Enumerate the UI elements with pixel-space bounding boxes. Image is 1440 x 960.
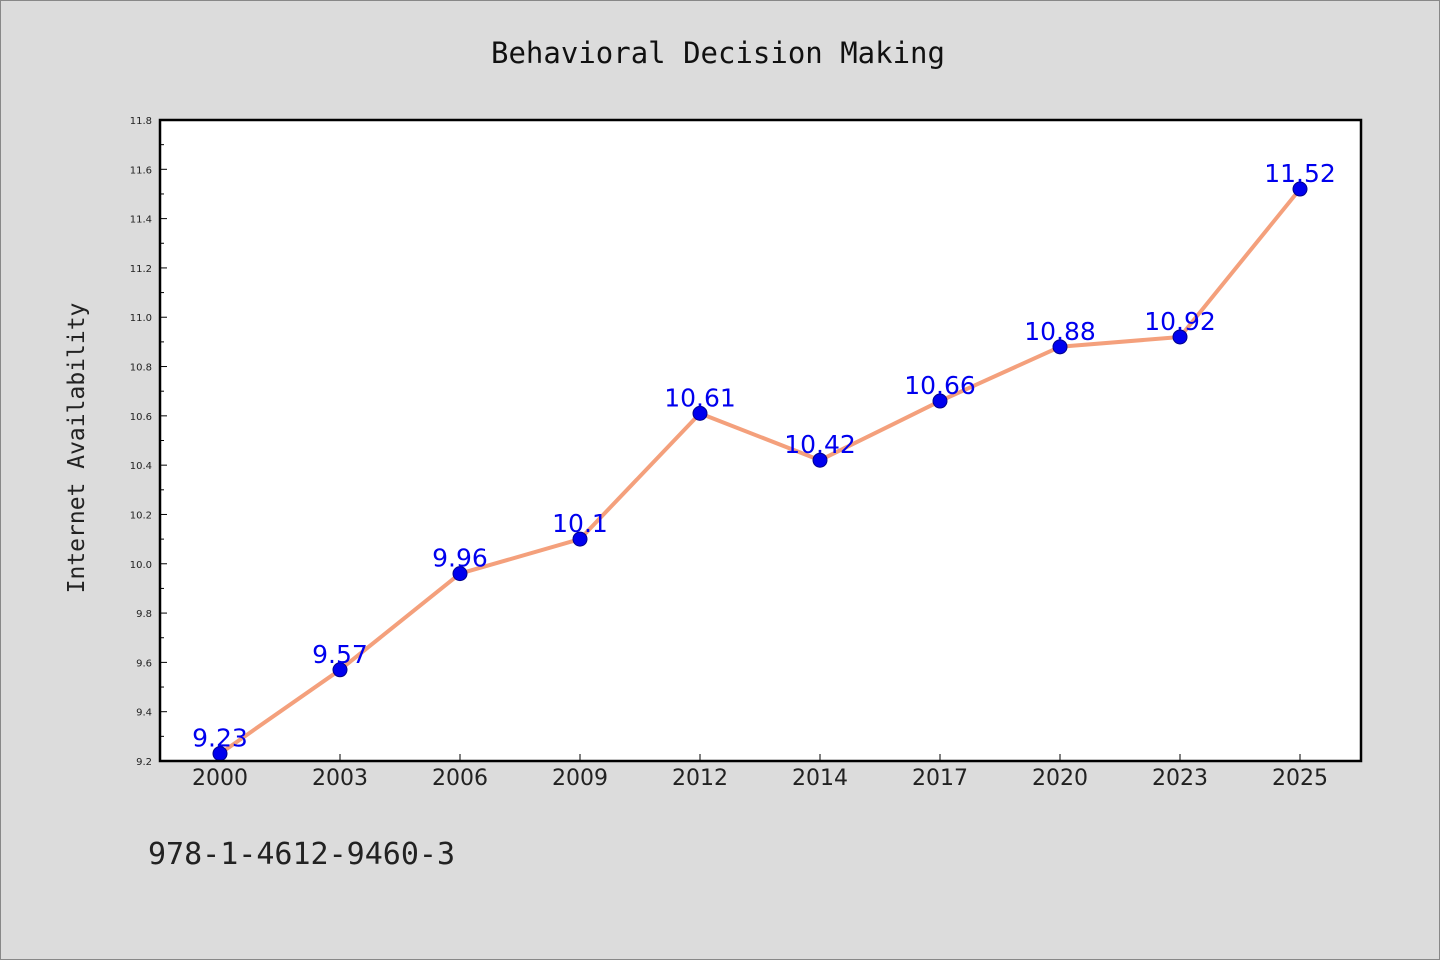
xtick-label: 2023 <box>1152 766 1208 791</box>
ytick-label: 10.4 <box>130 461 152 472</box>
ytick-label: 10.8 <box>130 363 152 374</box>
xtick-label: 2003 <box>312 766 368 791</box>
ytick-label: 9.4 <box>136 708 152 719</box>
xtick-label: 2017 <box>912 766 968 791</box>
xtick-label: 2025 <box>1272 766 1328 791</box>
data-point <box>1052 339 1068 355</box>
data-label: 9.96 <box>432 544 488 573</box>
data-label: 9.23 <box>192 724 248 753</box>
ytick-label: 11.6 <box>130 165 152 176</box>
data-point <box>572 531 588 547</box>
data-point <box>932 393 948 409</box>
data-point <box>812 452 828 468</box>
xtick-label: 2020 <box>1032 766 1088 791</box>
x-axis: 2000 2003 2006 2009 2012 2014 2017 2020 2023 2025 <box>192 754 1328 791</box>
data-label: 10.88 <box>1024 317 1096 346</box>
ytick-label: 10.6 <box>130 412 152 423</box>
ytick-label: 10.0 <box>130 560 152 571</box>
data-label: 10.66 <box>904 371 976 400</box>
series-group <box>212 181 1308 762</box>
data-label: 10.42 <box>784 430 856 459</box>
ytick-label: 9.8 <box>136 609 152 620</box>
data-point <box>692 405 708 421</box>
ytick-label: 11.4 <box>130 215 152 226</box>
data-labels-group: 9.23 9.57 9.96 10.1 10.61 10.42 10.66 10.88 10.9… <box>192 159 1336 753</box>
ytick-label: 11.0 <box>130 313 152 324</box>
data-label: 10.1 <box>552 509 608 538</box>
y-axis-title: Internet Availability <box>64 303 90 594</box>
ytick-label: 11.2 <box>130 264 152 275</box>
data-label: 11.52 <box>1264 159 1336 188</box>
ytick-label: 9.6 <box>136 658 152 669</box>
xtick-label: 2014 <box>792 766 848 791</box>
xtick-label: 2012 <box>672 766 728 791</box>
data-label: 10.61 <box>664 383 736 412</box>
data-point <box>1172 329 1188 345</box>
ytick-label: 9.2 <box>136 757 152 768</box>
data-point <box>452 566 468 582</box>
plot-frame <box>158 118 1363 763</box>
data-label: 9.57 <box>312 640 368 669</box>
xtick-label: 2009 <box>552 766 608 791</box>
xtick-label: 2006 <box>432 766 488 791</box>
data-label: 10.92 <box>1144 307 1216 336</box>
ytick-label: 11.8 <box>130 116 152 127</box>
data-point <box>332 662 348 678</box>
data-point <box>1292 181 1308 197</box>
footer-isbn: 978-1-4612-9460-3 <box>148 837 455 872</box>
chart-title: Behavioral Decision Making <box>491 36 945 70</box>
xtick-label: 2000 <box>192 766 248 791</box>
series-line <box>218 187 1302 756</box>
ytick-label: 10.2 <box>130 510 152 521</box>
